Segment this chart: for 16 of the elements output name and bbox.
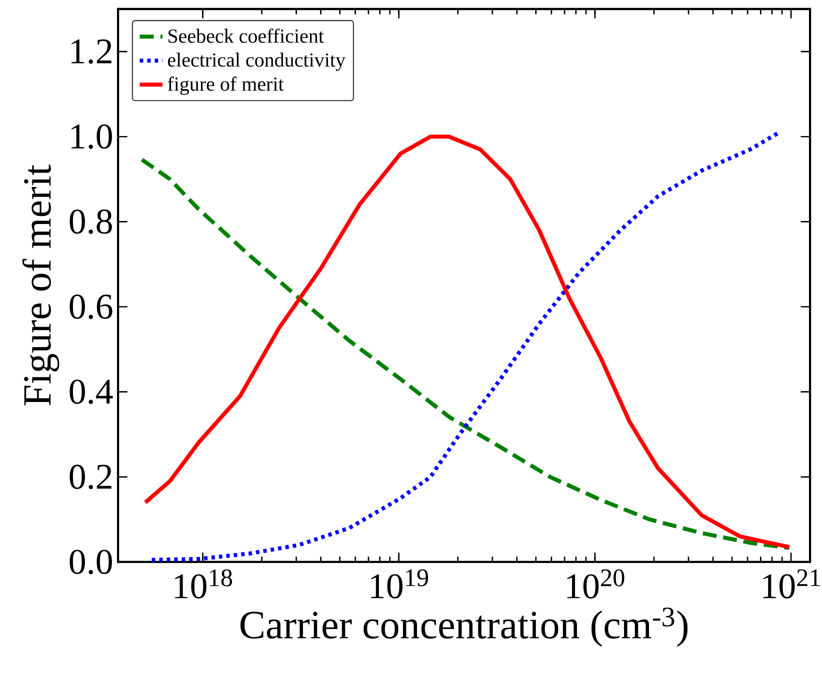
legend-label: electrical conductivity bbox=[168, 52, 346, 71]
legend-label: figure of merit bbox=[168, 76, 284, 95]
y-tick-label: 0.2 bbox=[70, 464, 112, 490]
y-tick-label: 0.0 bbox=[70, 550, 112, 574]
legend-label: Seebeck coefficient bbox=[168, 28, 324, 43]
x-axis-title: Carrier concentration (cm$^{-3}$) bbox=[240, 608, 688, 647]
y-tick-label: 0.4 bbox=[70, 380, 113, 404]
y-tick-label: 1.0 bbox=[72, 124, 112, 149]
x-tick-label: 10$^{19}$ bbox=[371, 569, 428, 598]
y-tick-label: 0.6 bbox=[70, 294, 112, 319]
x-tick-label: 10$^{21}$ bbox=[763, 569, 820, 598]
x-tick-label: 10$^{18}$ bbox=[174, 569, 232, 599]
y-tick-label: 0.8 bbox=[70, 209, 112, 234]
y-axis-title: Figure of merit bbox=[22, 164, 60, 406]
y-tick-label: 1.2 bbox=[72, 39, 112, 64]
x-tick-label: 10$^{20}$ bbox=[567, 569, 624, 599]
